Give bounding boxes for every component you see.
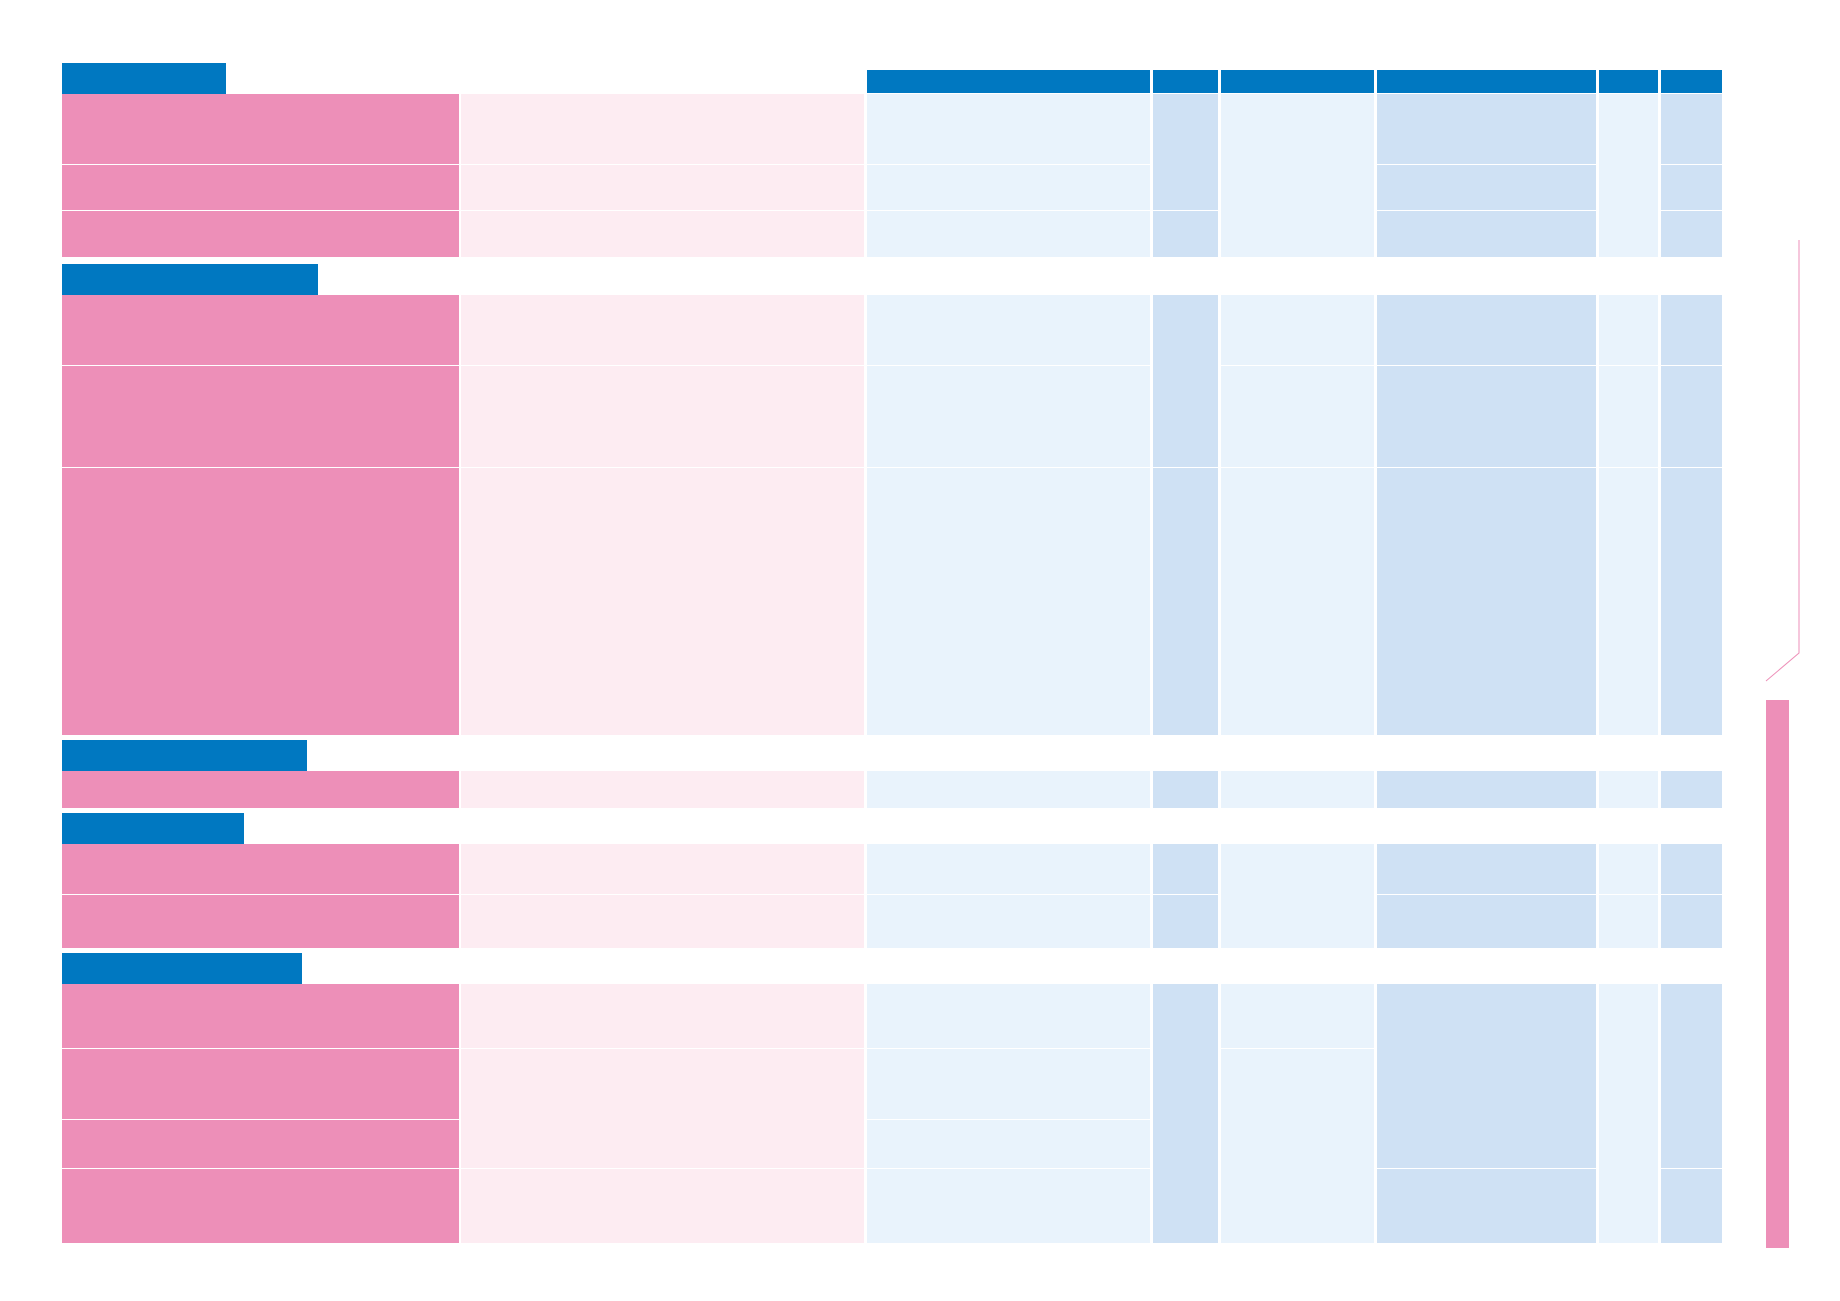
data-cell xyxy=(867,771,1150,808)
category-cell xyxy=(62,165,459,210)
data-cell xyxy=(1661,211,1722,257)
data-cell xyxy=(1661,165,1722,210)
data-cell xyxy=(1599,366,1658,467)
section-2-title xyxy=(62,264,318,295)
data-cell xyxy=(1221,984,1374,1048)
data-cell xyxy=(867,165,1150,210)
data-cell xyxy=(1599,844,1658,894)
description-cell xyxy=(461,895,864,948)
column-header-3 xyxy=(1221,70,1374,93)
data-cell xyxy=(1377,984,1596,1168)
category-cell xyxy=(62,771,459,808)
description-cell xyxy=(461,1049,864,1168)
data-cell xyxy=(1377,366,1596,467)
data-cell xyxy=(1377,211,1596,257)
data-cell xyxy=(1377,165,1596,210)
category-cell xyxy=(62,1120,459,1168)
data-cell xyxy=(1221,295,1374,365)
data-cell xyxy=(1153,895,1218,948)
side-tab-outline xyxy=(1765,240,1800,682)
data-cell xyxy=(867,94,1150,164)
data-cell xyxy=(867,1049,1150,1119)
category-cell xyxy=(62,844,459,894)
description-cell xyxy=(461,94,864,164)
description-cell xyxy=(461,165,864,210)
description-cell xyxy=(461,1169,864,1243)
section-3-title xyxy=(62,740,307,771)
column-header-6 xyxy=(1661,70,1722,93)
data-cell xyxy=(1221,366,1374,467)
data-cell xyxy=(1377,295,1596,365)
data-cell xyxy=(1599,984,1658,1243)
data-cell xyxy=(1221,844,1374,948)
category-cell xyxy=(62,1169,459,1243)
data-cell xyxy=(1221,94,1374,257)
description-cell xyxy=(461,771,864,808)
description-cell xyxy=(461,295,864,365)
column-header-5 xyxy=(1599,70,1658,93)
data-cell xyxy=(867,366,1150,467)
category-cell xyxy=(62,366,459,467)
category-cell xyxy=(62,1049,459,1119)
data-cell xyxy=(1661,984,1722,1168)
data-cell xyxy=(867,468,1150,735)
description-cell xyxy=(461,844,864,894)
data-cell xyxy=(1377,771,1596,808)
description-cell xyxy=(461,366,864,467)
data-cell xyxy=(1153,468,1218,735)
data-cell xyxy=(1153,211,1218,257)
data-cell xyxy=(867,844,1150,894)
data-cell xyxy=(867,895,1150,948)
data-cell xyxy=(1377,895,1596,948)
data-cell xyxy=(867,211,1150,257)
description-cell xyxy=(461,984,864,1048)
data-cell xyxy=(1661,771,1722,808)
category-cell xyxy=(62,94,459,164)
data-cell xyxy=(1153,844,1218,894)
data-cell xyxy=(1599,771,1658,808)
data-cell xyxy=(1599,468,1658,735)
data-cell xyxy=(1599,295,1658,365)
data-cell xyxy=(867,1169,1150,1243)
category-cell xyxy=(62,895,459,948)
column-header-2 xyxy=(1153,70,1218,93)
section-5-title xyxy=(62,953,302,984)
section-1-title xyxy=(62,63,226,94)
category-cell xyxy=(62,211,459,257)
data-cell xyxy=(1377,844,1596,894)
data-cell xyxy=(1153,984,1218,1243)
data-cell xyxy=(1661,295,1722,365)
data-cell xyxy=(1661,1169,1722,1243)
data-cell xyxy=(867,984,1150,1048)
column-header-4 xyxy=(1377,70,1596,93)
description-cell xyxy=(461,468,864,735)
data-cell xyxy=(1661,366,1722,467)
side-panel xyxy=(1766,700,1789,1248)
category-cell xyxy=(62,468,459,735)
data-cell xyxy=(1661,895,1722,948)
data-cell xyxy=(1661,844,1722,894)
data-cell xyxy=(1377,94,1596,164)
column-header-1 xyxy=(867,70,1150,93)
description-cell xyxy=(461,211,864,257)
data-cell xyxy=(1221,468,1374,735)
data-cell xyxy=(867,1120,1150,1168)
data-cell xyxy=(1153,771,1218,808)
data-cell xyxy=(1661,468,1722,735)
data-cell xyxy=(1221,1049,1374,1243)
data-cell xyxy=(867,295,1150,365)
data-cell xyxy=(1221,771,1374,808)
data-cell xyxy=(1153,295,1218,467)
data-cell xyxy=(1661,94,1722,164)
data-cell xyxy=(1377,468,1596,735)
data-cell xyxy=(1153,94,1218,210)
category-cell xyxy=(62,295,459,365)
data-cell xyxy=(1377,1169,1596,1243)
data-cell xyxy=(1599,895,1658,948)
data-cell xyxy=(1599,94,1658,257)
section-4-title xyxy=(62,813,244,844)
category-cell xyxy=(62,984,459,1048)
